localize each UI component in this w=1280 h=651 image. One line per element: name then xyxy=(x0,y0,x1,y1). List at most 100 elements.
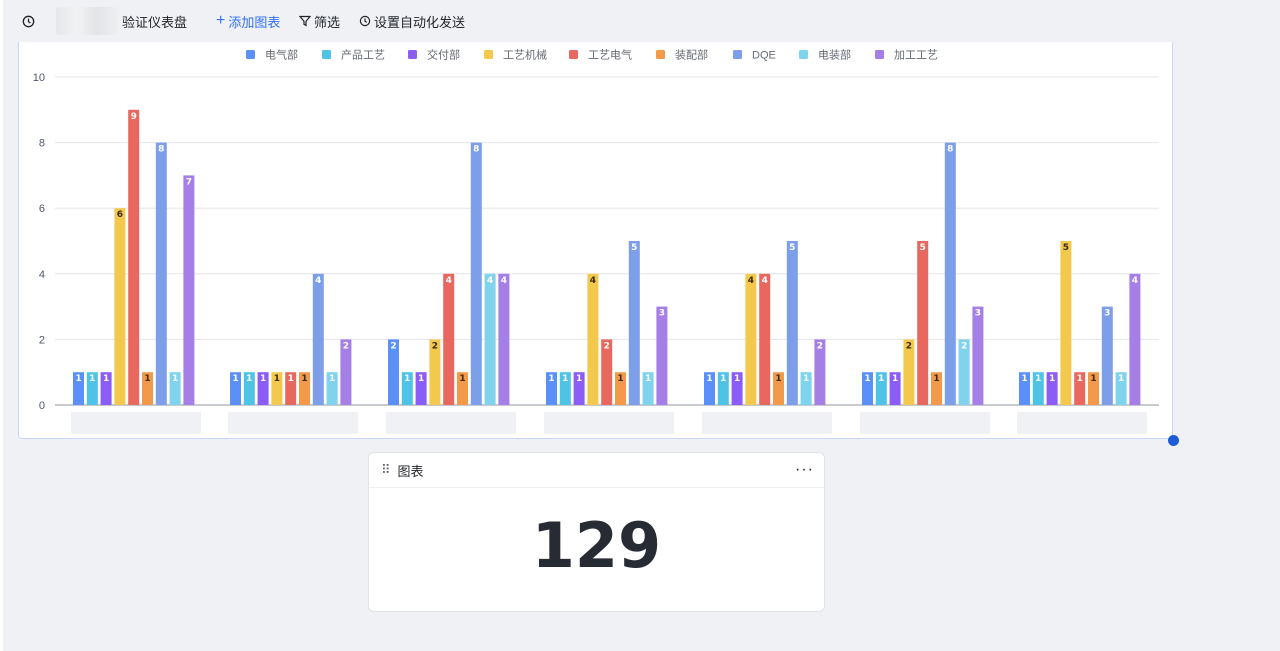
bar-data-label: 2 xyxy=(432,341,438,351)
bar-data-label: 2 xyxy=(961,341,967,351)
bar xyxy=(271,372,283,405)
bar-data-label: 2 xyxy=(390,341,396,351)
bar-data-label: 3 xyxy=(975,309,981,319)
bar xyxy=(773,372,784,405)
legend-swatch xyxy=(484,50,493,59)
bar xyxy=(142,372,153,405)
bar xyxy=(958,339,970,405)
bar xyxy=(230,372,241,405)
bar xyxy=(443,273,455,405)
bar xyxy=(155,142,167,405)
bar xyxy=(656,306,668,405)
bar-data-label: 1 xyxy=(232,374,238,384)
bar xyxy=(470,142,482,405)
bar xyxy=(704,372,715,405)
bar xyxy=(615,372,626,405)
bar xyxy=(243,372,255,405)
legend-swatch xyxy=(875,50,884,59)
bar xyxy=(388,339,399,405)
blurred-workspace-name xyxy=(56,7,118,35)
bar xyxy=(326,372,338,405)
bar xyxy=(299,372,310,405)
legend-swatch xyxy=(246,50,255,59)
kpi-card-header: ⠿ 图表 ··· xyxy=(369,453,824,488)
bar-data-label: 1 xyxy=(144,374,150,384)
bar-data-label: 1 xyxy=(288,374,294,384)
bar-data-label: 4 xyxy=(501,276,507,286)
bar xyxy=(86,372,98,405)
bar-data-label: 9 xyxy=(131,112,137,122)
bar-data-label: 4 xyxy=(748,276,754,286)
auto-send-button[interactable]: 设置自动化发送 xyxy=(359,12,465,30)
bar-data-label: 1 xyxy=(1035,374,1041,384)
bar-data-label: 1 xyxy=(617,374,623,384)
x-tick-label-blurred xyxy=(702,412,832,434)
resize-handle[interactable] xyxy=(1168,435,1179,446)
bar-data-label: 1 xyxy=(89,374,95,384)
bar-data-label: 1 xyxy=(645,374,651,384)
bar-data-label: 1 xyxy=(864,374,870,384)
bar xyxy=(573,372,585,405)
bar xyxy=(257,372,269,405)
y-tick-label: 8 xyxy=(39,138,45,150)
bar xyxy=(1074,372,1086,405)
left-edge xyxy=(0,0,3,651)
bar xyxy=(73,372,84,405)
bar xyxy=(340,339,352,405)
bar-data-label: 1 xyxy=(246,374,252,384)
bar xyxy=(114,208,126,405)
y-tick-label: 6 xyxy=(39,203,45,215)
bar xyxy=(457,372,468,405)
bar-data-label: 1 xyxy=(274,374,280,384)
bar-data-label: 1 xyxy=(260,374,266,384)
legend-swatch xyxy=(322,50,331,59)
bar-data-label: 1 xyxy=(404,374,410,384)
bar-data-label: 1 xyxy=(301,374,307,384)
bar xyxy=(889,372,901,405)
bar xyxy=(759,273,771,405)
legend-label: 电气部 xyxy=(265,48,298,62)
bar-data-label: 1 xyxy=(706,374,712,384)
add-chart-button[interactable]: + 添加图表 xyxy=(216,12,280,30)
bar-chart-card[interactable]: 0 2 4 6 8 10 电气部 产品工艺 交付部 工艺机械 工艺电气 装配部 DQE 电装部 加工工艺 1 1… xyxy=(18,42,1173,439)
filter-label: 筛选 xyxy=(314,14,341,30)
bar xyxy=(642,372,654,405)
bar xyxy=(1129,273,1141,405)
bar-data-label: 4 xyxy=(487,276,493,286)
legend-swatch xyxy=(656,50,665,59)
bar xyxy=(1060,241,1072,405)
bar xyxy=(628,241,640,405)
bar xyxy=(745,273,757,405)
more-options-icon[interactable]: ··· xyxy=(795,461,814,478)
bar xyxy=(498,273,510,405)
bar xyxy=(1101,306,1113,405)
bar-data-label: 1 xyxy=(1118,374,1124,384)
bar-data-label: 2 xyxy=(604,341,610,351)
kpi-card-title: 图表 xyxy=(397,463,424,479)
bar-data-label: 1 xyxy=(459,374,465,384)
bar xyxy=(972,306,984,405)
filter-icon xyxy=(299,15,311,27)
kpi-card[interactable]: ⠿ 图表 ··· 129 xyxy=(368,452,825,612)
bar-data-label: 3 xyxy=(1104,309,1110,319)
legend-label: 工艺机械 xyxy=(503,48,547,62)
legend-label: 电装部 xyxy=(818,48,851,62)
bar xyxy=(786,241,798,405)
bar-data-label: 1 xyxy=(329,374,335,384)
legend-label: DQE xyxy=(752,50,776,62)
drag-handle-icon[interactable]: ⠿ xyxy=(381,462,390,477)
bar-data-label: 8 xyxy=(473,145,479,155)
bar xyxy=(1046,372,1058,405)
bar-data-label: 1 xyxy=(734,374,740,384)
bar-data-label: 1 xyxy=(892,374,898,384)
bar-data-label: 4 xyxy=(446,276,452,286)
bar-data-label: 1 xyxy=(172,374,178,384)
bar xyxy=(862,372,873,405)
filter-button[interactable]: 筛选 xyxy=(299,12,340,30)
history-icon[interactable] xyxy=(22,12,35,30)
bar xyxy=(944,142,956,405)
legend-swatch xyxy=(408,50,417,59)
bar xyxy=(587,273,599,405)
bar-data-label: 1 xyxy=(933,374,939,384)
